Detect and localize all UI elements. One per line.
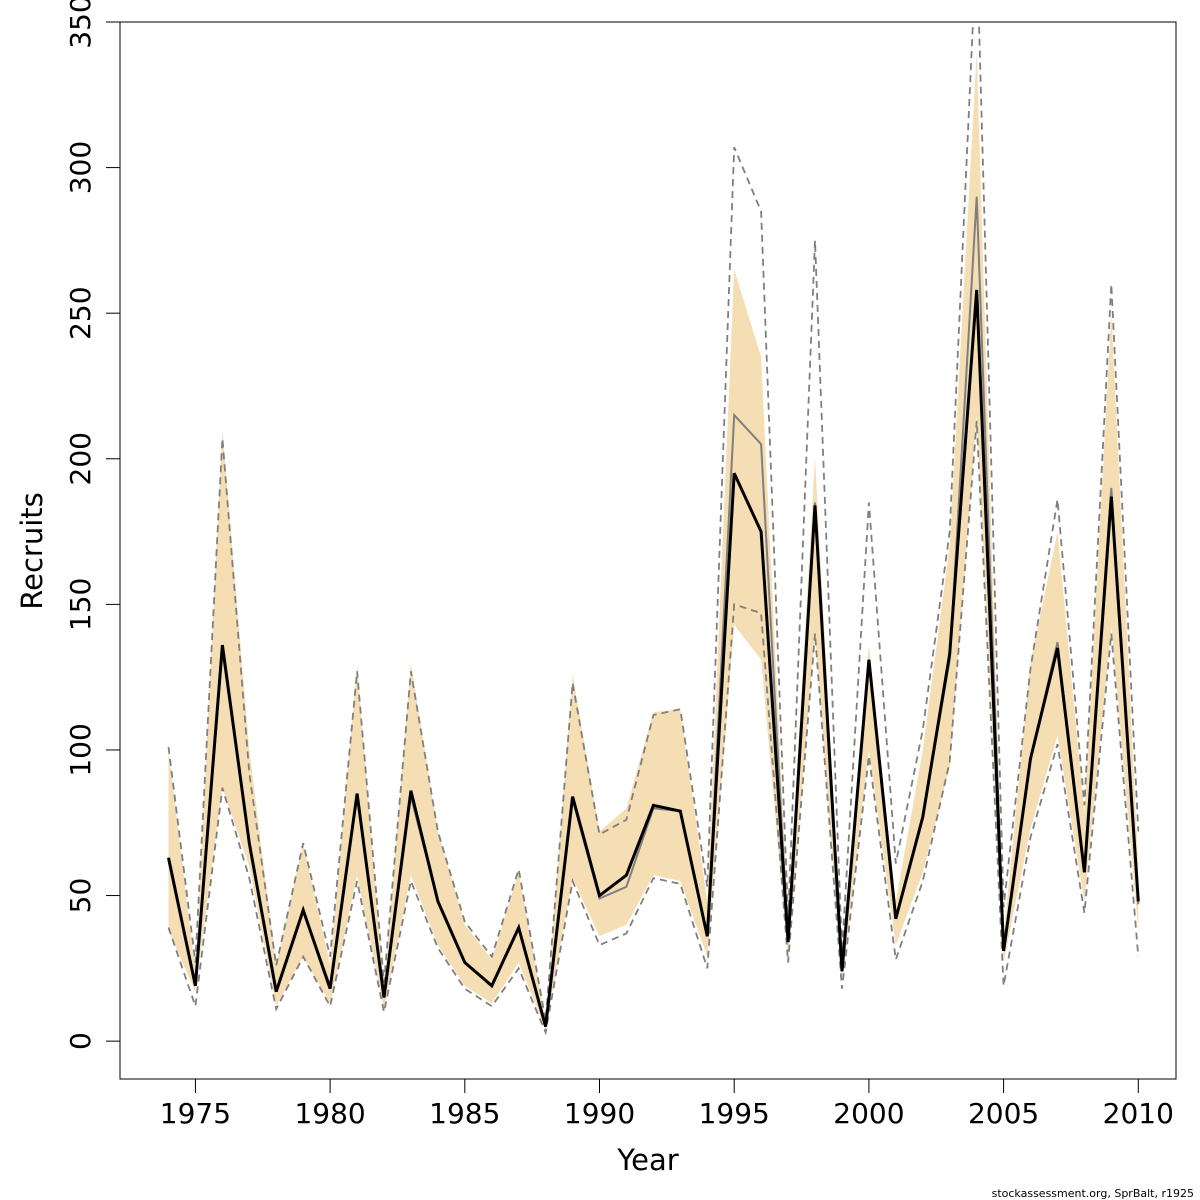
y-tick-label: 300	[64, 141, 97, 194]
previous-upper-line	[167, 22, 1140, 1021]
x-tick-label: 2010	[1103, 1097, 1174, 1130]
x-axis: 1975 1980 1985 1990 1995 2000 2005 2010	[160, 1078, 1174, 1130]
x-tick-label: 1980	[294, 1097, 365, 1130]
x-tick-label: 1985	[429, 1097, 500, 1130]
credit-text: stockassessment.org, SprBalt, r1925	[992, 1187, 1194, 1200]
x-tick-label: 1975	[160, 1097, 231, 1130]
x-tick-label: 2000	[833, 1097, 904, 1130]
y-tick-label: 50	[64, 878, 97, 914]
y-tick-label: 100	[64, 723, 97, 776]
confidence-band	[168, 51, 1139, 1030]
y-tick-label: 200	[64, 432, 97, 485]
y-tick-label: 150	[64, 578, 97, 631]
x-tick-label: 1995	[699, 1097, 770, 1130]
x-axis-title: Year	[616, 1143, 678, 1177]
x-tick-label: 1990	[564, 1097, 635, 1130]
plot-area	[167, 22, 1140, 1036]
y-axis-title: Recruits	[15, 492, 49, 609]
y-axis: 0 50 100 150 200 250 300 350	[64, 0, 121, 1050]
estimate-line	[167, 289, 1140, 1027]
y-tick-label: 0	[64, 1032, 97, 1050]
y-tick-label: 350	[64, 0, 97, 49]
x-tick-label: 2005	[968, 1097, 1039, 1130]
y-tick-label: 250	[64, 286, 97, 339]
previous-lower-line	[167, 420, 1140, 1036]
